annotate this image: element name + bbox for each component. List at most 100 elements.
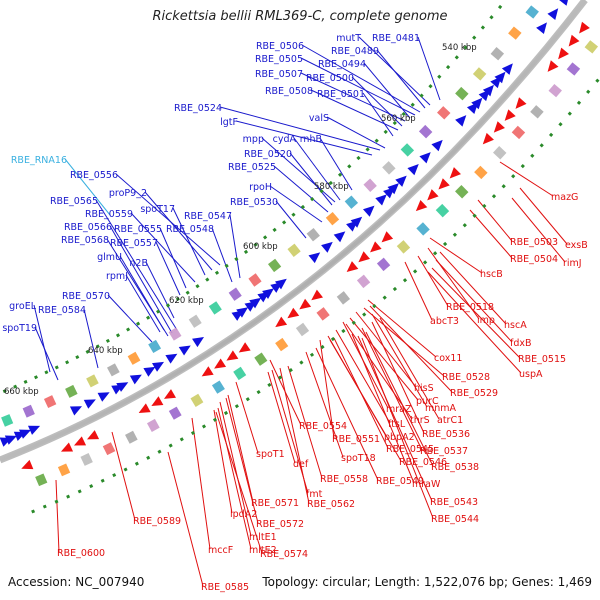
forward-gene-leader-line <box>83 308 99 369</box>
reverse-gene-arrow <box>201 366 214 377</box>
forward-gene-leader-line <box>229 214 241 279</box>
forward-gene-label: glmU <box>97 252 122 263</box>
reverse-gene-label: RBE_0571 <box>251 498 299 509</box>
reverse-gene-arrow <box>275 316 288 328</box>
reverse-gene-label: mltE2 <box>249 545 277 556</box>
scale-tick <box>576 100 582 105</box>
reverse-gene-arrow <box>438 178 450 190</box>
forward-gene-arrow <box>455 115 467 127</box>
scale-tick <box>245 397 250 402</box>
forward-gene-leader-line <box>211 227 233 283</box>
accession-text: Accession: NC_007940 <box>8 575 145 589</box>
forward-gene-leader-line <box>275 200 307 239</box>
scale-tick <box>319 188 324 194</box>
forward-cog-block <box>490 47 505 61</box>
forward-gene-arrow <box>151 361 165 372</box>
forward-cog-block <box>228 287 242 301</box>
scale-tick <box>365 147 370 152</box>
forward-cog-block <box>168 327 182 341</box>
forward-gene-leader-line <box>219 106 381 151</box>
scale-tick <box>175 297 180 302</box>
forward-cog-block <box>65 384 78 398</box>
reverse-gene-arrow <box>163 389 176 399</box>
reverse-gene-leader-line <box>429 237 483 274</box>
scale-tick <box>54 365 59 370</box>
reverse-gene-label: mccF <box>208 545 233 556</box>
reverse-gene-label: hscB <box>480 269 503 280</box>
reverse-gene-leader-line <box>217 407 252 550</box>
scale-tick <box>291 212 296 217</box>
genome-backbone <box>0 0 587 462</box>
reverse-gene-arrow <box>547 60 559 72</box>
forward-gene-label: spoT17 <box>140 204 175 215</box>
scale-tick <box>511 174 516 179</box>
rna-gene-label: RBE_RNA16 <box>11 155 67 166</box>
forward-gene-label: rpmJ <box>106 271 128 282</box>
scale-tick <box>126 327 131 332</box>
forward-cog-block <box>107 363 120 377</box>
reverse-gene-label: rimJ <box>563 258 582 269</box>
reverse-gene-leader-line <box>371 321 425 434</box>
scale-tick <box>454 55 459 60</box>
scale-tick <box>195 284 200 289</box>
forward-gene-leader-line <box>417 36 441 101</box>
scale-tick <box>300 204 306 210</box>
scale-tick <box>351 320 356 325</box>
reverse-gene-label: RBE_0549 <box>376 476 424 487</box>
forward-gene-arrow <box>69 406 82 416</box>
forward-gene-arrow <box>143 366 156 377</box>
scale-tick <box>234 256 239 262</box>
reverse-gene-arrow <box>238 342 251 353</box>
reverse-gene-arrow <box>427 189 439 201</box>
reverse-gene-label: fdxB <box>510 338 532 349</box>
forward-gene-arrow <box>178 345 191 356</box>
scale-tick <box>410 102 415 107</box>
map-title: Rickettsia bellii RML369-C, complete gen… <box>152 9 448 24</box>
scale-tick <box>383 129 388 135</box>
reverse-gene-label: ftsL <box>388 419 406 430</box>
forward-gene-leader-line <box>326 116 386 149</box>
forward-gene-arrow <box>419 152 431 164</box>
reverse-cog-block <box>57 463 71 477</box>
reverse-cog-block <box>168 406 182 420</box>
scale-tick <box>374 138 379 143</box>
reverse-cog-block <box>125 430 138 444</box>
scale-tick <box>595 78 600 83</box>
reverse-gene-arrow <box>568 34 580 47</box>
scale-tick <box>472 213 477 218</box>
reverse-cog-block <box>211 380 225 394</box>
reverse-gene-leader-line <box>361 327 423 451</box>
forward-gene-label: RBE_0556 <box>70 170 118 181</box>
reverse-gene-arrow <box>370 241 382 253</box>
forward-gene-arrow <box>547 8 559 21</box>
reverse-gene-label: imp <box>477 315 495 326</box>
reverse-cog-block <box>396 240 411 254</box>
reverse-gene-leader-line <box>329 339 402 462</box>
reverse-gene-leader-line <box>469 209 513 259</box>
reverse-gene-label: mraZ <box>386 404 412 415</box>
reverse-gene-arrow <box>138 403 151 414</box>
forward-gene-leader-line <box>269 185 323 223</box>
position-label: 580 kbp <box>314 182 349 192</box>
forward-gene-leader-line <box>362 92 394 137</box>
scale-tick <box>437 74 442 79</box>
scale-tick <box>432 251 438 256</box>
reverse-cog-block <box>548 83 562 98</box>
forward-cog-block <box>188 314 202 328</box>
reverse-cog-block <box>102 442 116 456</box>
reverse-gene-leader-line <box>315 347 379 481</box>
reverse-gene-leader-line <box>511 197 566 263</box>
forward-gene-leader-line <box>293 137 341 201</box>
forward-gene-label: mpp <box>243 134 264 145</box>
reverse-gene-leader-line <box>404 261 433 321</box>
forward-gene-label: RBE_0557 <box>110 238 158 249</box>
forward-gene-arrow <box>494 71 506 84</box>
reverse-cog-block <box>416 222 430 236</box>
scale-tick <box>539 143 544 148</box>
scale-tick <box>156 309 161 314</box>
scale-tick <box>347 164 352 169</box>
reverse-gene-leader-line <box>361 337 434 519</box>
forward-cog-block <box>508 26 522 40</box>
